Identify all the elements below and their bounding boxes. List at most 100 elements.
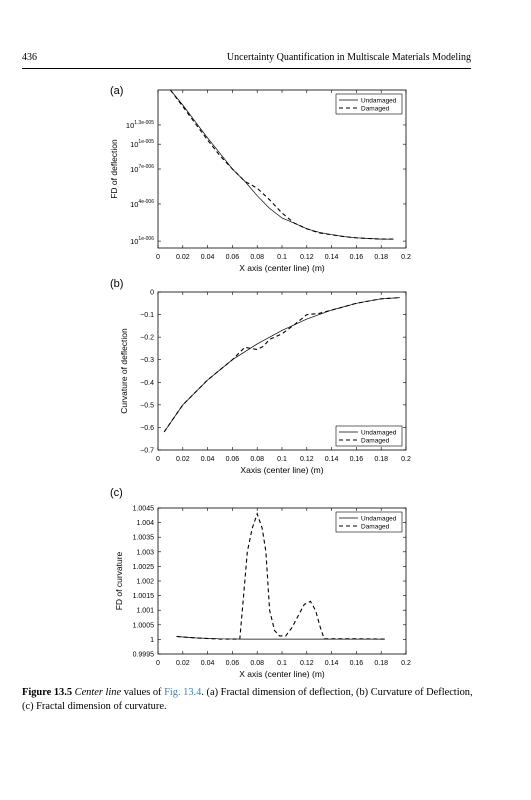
x-tick-label: 0.16 (350, 254, 364, 261)
x-tick-label: 0.12 (300, 456, 314, 463)
panel-label: (c) (110, 487, 123, 499)
x-tick-label: 0.06 (226, 456, 240, 463)
x-tick-label: 0.14 (325, 456, 339, 463)
legend-box (335, 425, 403, 447)
x-axis-label: X axis (center line) (m) (239, 669, 325, 679)
legend-box (335, 511, 403, 533)
caption-pre-link: values of (121, 687, 165, 698)
y-tick-label-base: 10 (126, 121, 134, 130)
y-tick-label: 1.004 (136, 520, 154, 527)
y-tick-label: 1.002 (136, 579, 154, 586)
x-tick-label: 0.16 (350, 660, 364, 667)
caption-figure-link[interactable]: Fig. 13.4 (164, 687, 202, 698)
caption-italic: Center line (74, 687, 122, 698)
y-tick-label: −0.6 (140, 425, 154, 432)
y-tick-label-exponent: 1.3e-005 (134, 120, 154, 126)
chart-panel-3: (c) 0 0.02 0.04 0.06 0.08 0.1 0.12 0.14 0.16 0.18 0… (110, 487, 411, 679)
y-tick-label: 1 (150, 637, 154, 644)
x-tick-label: 0.02 (176, 660, 190, 667)
y-tick-label: 1.0015 (133, 593, 155, 600)
x-tick-label: 0.18 (374, 456, 388, 463)
y-tick-label-base: 10 (130, 165, 138, 174)
y-tick-label-exponent: 7e-006 (138, 164, 154, 170)
y-tick-label: 101e-005 (130, 139, 154, 149)
x-tick-label: 0.1 (277, 254, 287, 261)
y-tick-label: −0.3 (140, 357, 154, 364)
y-tick-label-base: 10 (130, 140, 138, 149)
x-tick-label: 0.04 (201, 254, 215, 261)
chart-panel-1: (a) 0 0.02 0.04 0.06 0.08 0.1 0.12 0.14 0.16 0.18 0… (109, 85, 411, 273)
legend-label: Undamaged (361, 430, 397, 437)
x-tick-label: 0.16 (350, 456, 364, 463)
chart-panel-2: (b) 0 0.02 0.04 0.06 0.08 0.1 0.12 0.14 0.16 0.18 0… (110, 278, 411, 475)
x-tick-label: 0.18 (374, 660, 388, 667)
y-tick-label: 1.003 (136, 549, 154, 556)
x-axis-label: Xaxis (center line) (m) (240, 465, 323, 475)
y-axis-label: FD of deflection (109, 139, 119, 199)
y-tick-label: 1.0045 (133, 506, 155, 513)
legend-label: Undamaged (361, 516, 397, 523)
panel-label: (a) (110, 85, 123, 97)
y-tick-label: −0.2 (140, 335, 154, 342)
x-tick-label: 0.08 (250, 456, 264, 463)
x-tick-label: 0.12 (300, 254, 314, 261)
x-tick-label: 0.06 (226, 660, 240, 667)
x-tick-label: 0.04 (201, 456, 215, 463)
x-tick-label: 0.14 (325, 660, 339, 667)
y-axis-label: Curvature of deflection (119, 328, 129, 414)
x-tick-label: 0.12 (300, 660, 314, 667)
x-tick-label: 0.08 (250, 660, 264, 667)
y-tick-label-base: 10 (130, 237, 138, 246)
x-tick-label: 0.14 (325, 254, 339, 261)
y-tick-label: 0 (150, 290, 154, 297)
x-tick-label: 0.2 (401, 254, 411, 261)
series-line-damaged (176, 512, 385, 640)
y-tick-label: −0.7 (140, 448, 154, 455)
y-tick-label-base: 10 (130, 200, 138, 209)
y-tick-label: 101.3e-005 (126, 120, 154, 130)
legend-label: Damaged (361, 106, 390, 113)
x-tick-label: 0.02 (176, 456, 190, 463)
y-tick-label: −0.1 (140, 312, 154, 319)
x-tick-label: 0.1 (277, 660, 287, 667)
x-tick-label: 0.06 (226, 254, 240, 261)
y-tick-label: 1.001 (136, 608, 154, 615)
x-tick-label: 0 (156, 254, 160, 261)
y-tick-label: −0.4 (140, 380, 154, 387)
x-tick-label: 0.18 (374, 254, 388, 261)
caption-label: Figure 13.5 (22, 687, 73, 698)
figure: (a) 0 0.02 0.04 0.06 0.08 0.1 0.12 0.14 0.16 0.18 0… (109, 85, 411, 679)
legend-label: Undamaged (361, 98, 397, 105)
panel-label: (b) (110, 278, 123, 290)
page-number: 436 (22, 52, 37, 63)
x-tick-label: 0.08 (250, 254, 264, 261)
legend-label: Damaged (361, 524, 390, 531)
x-tick-label: 0.2 (401, 456, 411, 463)
y-tick-label: 104e-006 (130, 199, 154, 209)
y-tick-label: 0.9995 (133, 652, 155, 659)
y-tick-label: −0.5 (140, 402, 154, 409)
x-tick-label: 0.04 (201, 660, 215, 667)
running-header: 436 Uncertainty Quantification in Multis… (22, 52, 471, 66)
legend-label: Damaged (361, 438, 390, 445)
y-tick-label: 107e-006 (130, 164, 154, 174)
y-tick-label-exponent: 4e-006 (138, 199, 154, 205)
x-tick-label: 0 (156, 660, 160, 667)
running-title: Uncertainty Quantification in Multiscale… (226, 52, 471, 63)
legend-box (335, 93, 403, 115)
x-axis-label: X axis (center line) (m) (239, 263, 325, 273)
series-line-damaged (163, 297, 400, 433)
x-tick-label: 0.2 (401, 660, 411, 667)
x-tick-label: 0.02 (176, 254, 190, 261)
y-tick-label: 1.0005 (133, 622, 155, 629)
y-tick-label: 1.0035 (133, 535, 155, 542)
header-rule (22, 68, 471, 69)
y-tick-label-exponent: 1e-006 (138, 236, 154, 242)
series-line-damaged (169, 90, 394, 240)
y-tick-label-exponent: 1e-005 (138, 139, 154, 145)
y-tick-label: 101e-006 (130, 236, 154, 246)
y-tick-label: 1.0025 (133, 564, 155, 571)
